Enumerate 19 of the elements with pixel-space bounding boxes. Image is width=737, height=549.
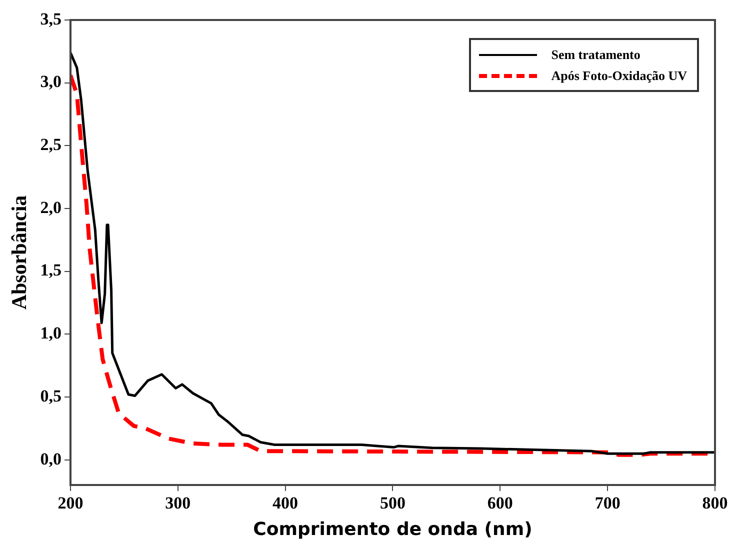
legend-label: Após Foto-Oxidação UV [551,68,687,84]
y-axis-title: Absorbância [7,194,32,310]
y-tick-label: 2,0 [40,198,62,217]
y-tick-label: 0,5 [40,386,62,406]
y-tick-label: 2,5 [40,135,62,154]
y-tick-label: 1,0 [40,324,62,343]
x-tick-label: 800 [702,494,728,513]
x-tick-label: 600 [487,494,513,513]
x-tick-label: 200 [58,494,84,513]
y-tick-label: 0,0 [40,449,62,468]
x-tick-label: 300 [165,494,191,513]
y-tick-label: 1,5 [40,260,62,280]
x-tick-label: 400 [272,494,298,513]
y-tick-label: 3,0 [40,72,62,92]
x-tick-label: 500 [380,494,406,513]
legend-label: Sem tratamento [551,46,640,62]
y-tick-label: 3,5 [40,9,62,28]
x-tick-label: 700 [594,494,620,513]
x-axis-title: Comprimento de onda (nm) [253,518,532,540]
